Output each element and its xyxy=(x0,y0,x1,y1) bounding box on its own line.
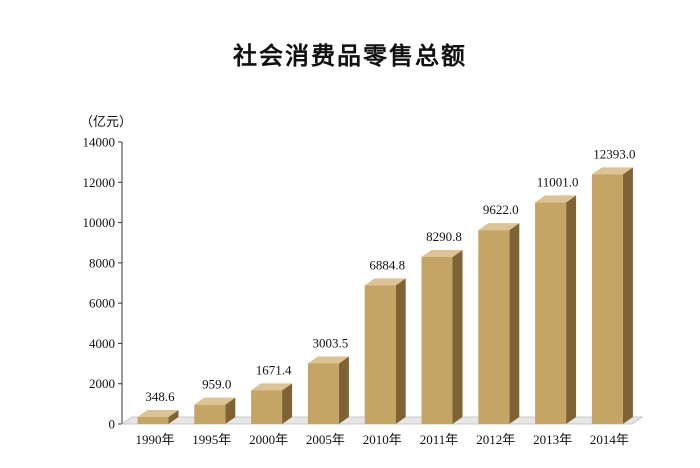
bar-top-face xyxy=(478,223,520,231)
bar xyxy=(364,278,406,424)
bar-top-face xyxy=(421,249,463,257)
labels-layer: 348.6 1990年 959.0 1995年 1671.4 2000年 3003.5 200… xyxy=(135,146,635,447)
bar-side-face xyxy=(225,397,236,424)
bar-side-face xyxy=(622,167,633,424)
bar-value-label: 9622.0 xyxy=(483,202,519,217)
bar-side-face xyxy=(509,223,520,424)
x-category-label: 1995年 xyxy=(192,432,231,447)
bar xyxy=(535,195,577,424)
x-category-label: 2013年 xyxy=(533,432,572,447)
x-category-label: 2014年 xyxy=(590,432,629,447)
bar-front-face xyxy=(194,404,226,424)
chart-title: 社会消费品零售总额 xyxy=(233,41,467,70)
bar-value-label: 3003.5 xyxy=(313,336,349,351)
bars-layer xyxy=(137,167,633,424)
y-tick-label: 6000 xyxy=(89,296,115,311)
bar-value-label: 11001.0 xyxy=(537,174,579,189)
bar-value-label: 6884.8 xyxy=(369,257,405,272)
bar xyxy=(137,409,179,424)
bar-top-face xyxy=(591,167,633,175)
bar-front-face xyxy=(591,174,623,424)
x-category-label: 2005年 xyxy=(306,432,345,447)
x-category-label: 2011年 xyxy=(420,432,459,447)
bar-top-face xyxy=(307,356,349,364)
bar-front-face xyxy=(421,256,453,424)
y-tick-label: 8000 xyxy=(89,255,115,270)
bar xyxy=(194,397,236,424)
bar-top-face xyxy=(364,278,406,286)
bar-value-label: 1671.4 xyxy=(256,362,292,377)
bar-side-face xyxy=(168,409,179,424)
bar-side-face xyxy=(338,356,349,424)
x-category-label: 2010年 xyxy=(363,432,402,447)
y-tick-label: 0 xyxy=(109,417,116,432)
y-tick-label: 12000 xyxy=(83,175,116,190)
bar-side-face xyxy=(452,249,463,424)
bar-front-face xyxy=(251,390,283,424)
bar-value-label: 12393.0 xyxy=(593,146,635,161)
bar-value-label: 959.0 xyxy=(202,377,231,392)
y-axis-unit-label: （亿元） xyxy=(80,114,132,129)
bar-side-face xyxy=(395,278,406,424)
bar-top-face xyxy=(194,397,236,405)
bar-value-label: 8290.8 xyxy=(426,229,462,244)
bar-front-face xyxy=(364,285,396,424)
y-tick-label: 14000 xyxy=(83,135,116,150)
x-category-label: 2012年 xyxy=(476,432,515,447)
bar-front-face xyxy=(307,363,339,424)
y-tick-label: 4000 xyxy=(89,336,115,351)
bar-side-face xyxy=(282,383,293,424)
x-category-label: 1990年 xyxy=(135,432,174,447)
y-tick-label: 2000 xyxy=(89,376,115,391)
bar-front-face xyxy=(137,416,169,424)
bar-top-face xyxy=(137,409,179,417)
x-category-label: 2000年 xyxy=(249,432,288,447)
bar xyxy=(591,167,633,424)
bar xyxy=(307,356,349,424)
axis-layer: 0 2000 4000 6000 8000 10000 12000 14000 xyxy=(83,135,123,432)
bar xyxy=(478,223,520,424)
bar-top-face xyxy=(251,383,293,391)
bar xyxy=(421,249,463,424)
bar-top-face xyxy=(535,195,577,203)
bar xyxy=(251,383,293,424)
bar-front-face xyxy=(535,202,567,424)
bar-front-face xyxy=(478,230,510,424)
y-tick-label: 10000 xyxy=(83,215,116,230)
bar-value-label: 348.6 xyxy=(145,389,175,404)
bar-side-face xyxy=(566,195,577,424)
